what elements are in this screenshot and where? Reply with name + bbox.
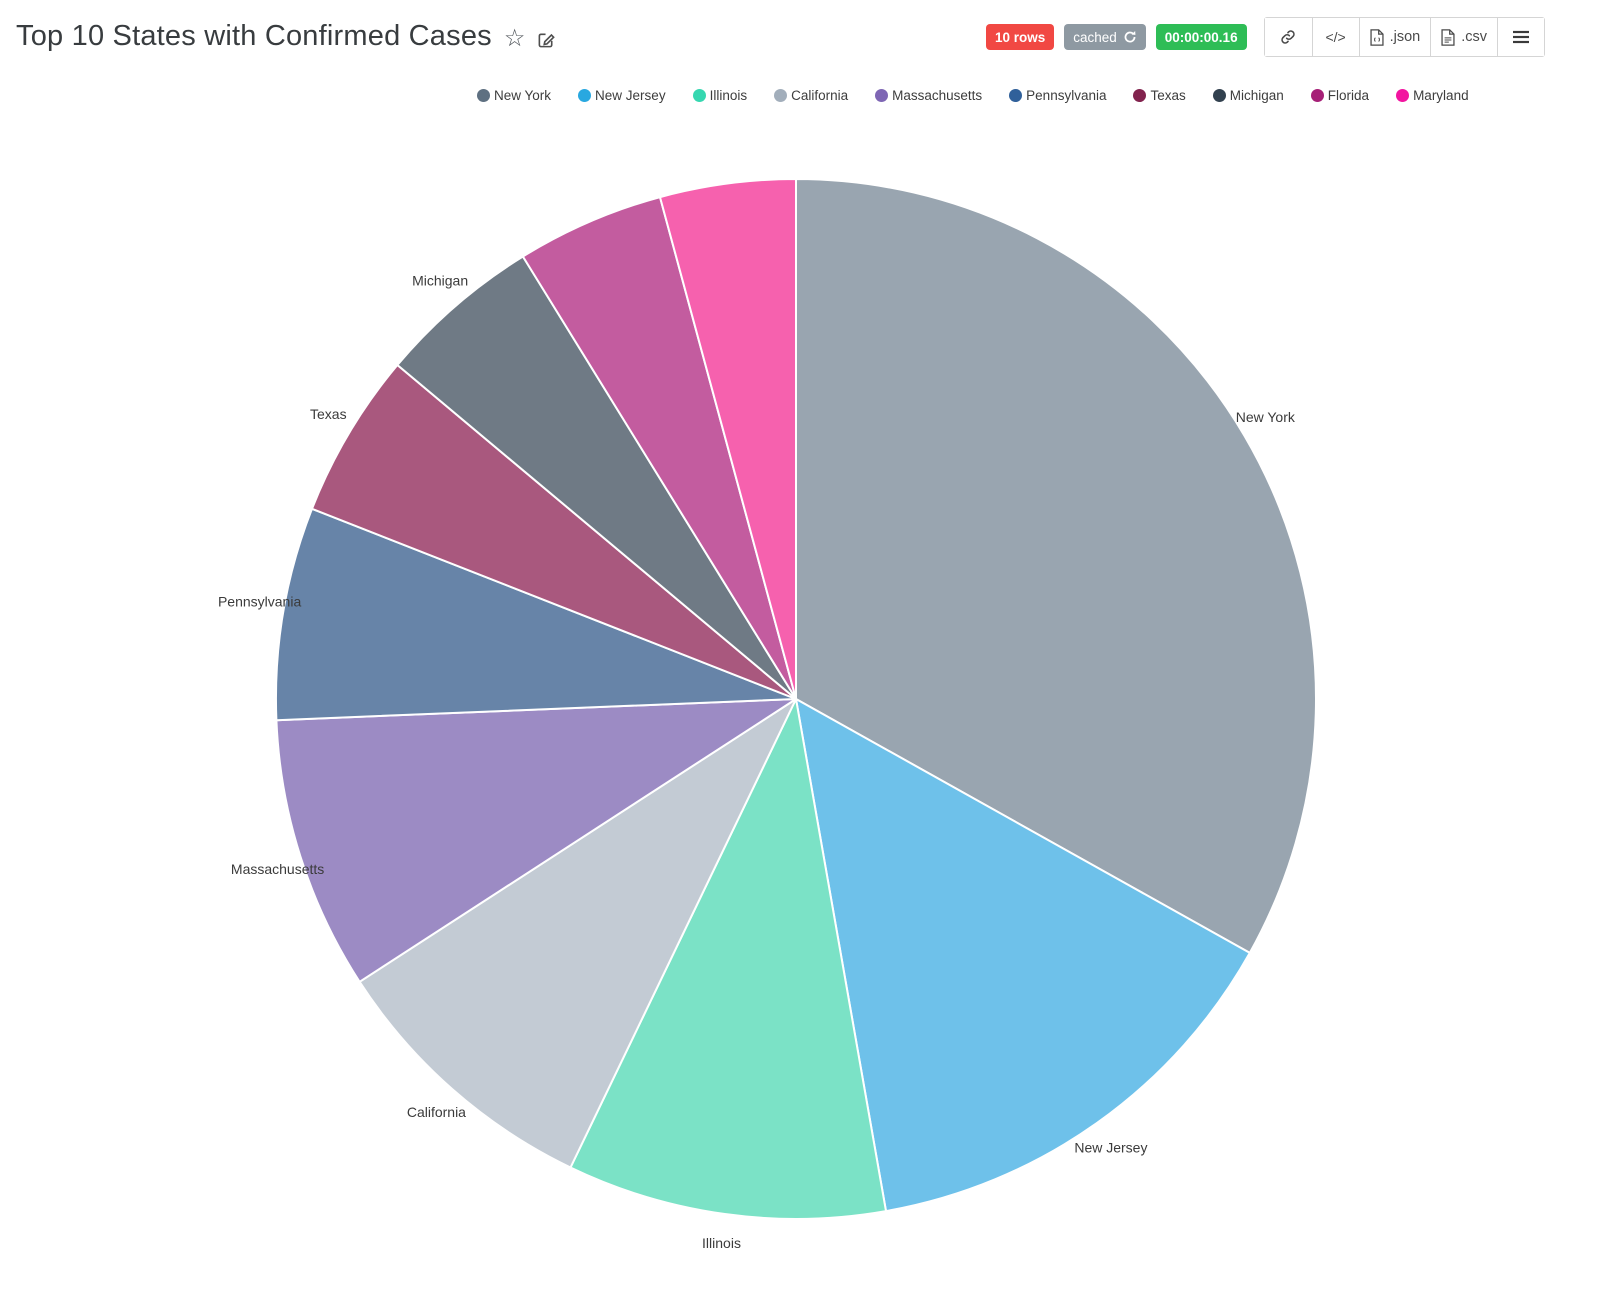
title-row: Top 10 States with Confirmed Cases ☆ (16, 20, 556, 53)
legend-swatch-new-jersey (578, 89, 592, 102)
embed-code-button[interactable]: </> (1311, 18, 1359, 56)
legend-item-maryland[interactable]: Maryland (1396, 88, 1469, 103)
legend-label-new-york: New York (494, 88, 552, 103)
legend-swatch-massachusetts (875, 89, 889, 102)
link-icon (1279, 28, 1297, 46)
code-icon: </> (1325, 29, 1346, 45)
legend-swatch-texas (1133, 89, 1147, 102)
status-badges: 10 rows cached 00:00:00.16 (985, 24, 1247, 50)
legend-item-texas[interactable]: Texas (1133, 88, 1186, 103)
chart-legend: New York New Jersey Illinois California Mass… (477, 88, 1469, 103)
legend-item-massachusetts[interactable]: Massachusetts (875, 88, 982, 103)
page-title: Top 10 States with Confirmed Cases (16, 20, 492, 52)
file-json-icon (1369, 28, 1384, 46)
legend-label-massachusetts: Massachusetts (892, 88, 983, 103)
legend-label-texas: Texas (1150, 88, 1186, 103)
hamburger-icon (1513, 30, 1529, 44)
pie-slice-texas[interactable] (311, 364, 797, 700)
legend-label-pennsylvania: Pennsylvania (1026, 88, 1107, 103)
slice-label-michigan: Michigan (412, 273, 468, 289)
legend-item-pennsylvania[interactable]: Pennsylvania (1009, 88, 1106, 103)
favorite-star-icon[interactable]: ☆ (503, 24, 526, 52)
pie-slice-new-york[interactable] (795, 178, 1317, 954)
legend-label-maryland: Maryland (1413, 88, 1469, 103)
pie-slice-michigan[interactable] (396, 255, 797, 700)
menu-button[interactable] (1497, 18, 1544, 56)
legend-swatch-illinois (692, 89, 706, 102)
legend-swatch-maryland (1396, 89, 1410, 102)
legend-swatch-new-york (477, 89, 490, 102)
query-duration-badge: 00:00:00.16 (1155, 24, 1247, 50)
slice-label-new-jersey: New Jersey (1074, 1140, 1147, 1156)
refresh-icon[interactable] (1123, 30, 1137, 44)
legend-label-illinois: Illinois (709, 88, 748, 103)
legend-label-florida: Florida (1327, 88, 1370, 103)
cache-status-badge[interactable]: cached (1064, 24, 1146, 50)
pie-slice-illinois[interactable] (569, 698, 887, 1220)
legend-item-new-york[interactable]: New York (477, 88, 551, 103)
slice-label-new-york: New York (1236, 409, 1296, 425)
legend-label-michigan: Michigan (1229, 88, 1284, 103)
header: Top 10 States with Confirmed Cases ☆ 10 … (0, 0, 1600, 70)
legend-swatch-michigan (1212, 89, 1226, 102)
pie-slice-pennsylvania[interactable] (274, 507, 797, 722)
share-link-button[interactable] (1264, 18, 1312, 56)
download-json-label: .json (1389, 29, 1421, 45)
row-count-badge: 10 rows (985, 24, 1055, 50)
legend-item-illinois[interactable]: Illinois (692, 88, 748, 103)
download-json-button[interactable]: .json (1358, 18, 1431, 56)
legend-swatch-california (774, 89, 788, 102)
legend-label-california: California (791, 88, 849, 103)
slice-label-illinois: Illinois (702, 1235, 741, 1251)
download-csv-label: .csv (1461, 29, 1487, 45)
slice-label-texas: Texas (310, 406, 347, 422)
legend-item-michigan[interactable]: Michigan (1212, 88, 1284, 103)
legend-item-new-jersey[interactable]: New Jersey (578, 88, 666, 103)
export-toolbar: </> .json (1263, 17, 1545, 57)
legend-item-california[interactable]: California (774, 88, 848, 103)
legend-swatch-pennsylvania (1009, 89, 1023, 102)
download-csv-button[interactable]: .csv (1430, 18, 1497, 56)
cache-status-label: cached (1073, 29, 1117, 45)
edit-pencil-icon[interactable] (537, 30, 556, 49)
pie-slice-massachusetts[interactable] (275, 698, 797, 983)
legend-label-new-jersey: New Jersey (595, 88, 666, 103)
slice-label-massachusetts: Massachusetts (231, 861, 324, 877)
pie-slice-maryland[interactable] (659, 178, 797, 700)
legend-swatch-florida (1310, 89, 1324, 102)
legend-item-florida[interactable]: Florida (1310, 88, 1370, 103)
header-controls: 10 rows cached 00:00:00.16 (985, 17, 1545, 57)
slice-label-pennsylvania: Pennsylvania (218, 594, 301, 610)
slice-label-california: California (407, 1104, 466, 1120)
file-csv-icon (1441, 28, 1455, 46)
pie-slice-california[interactable] (358, 698, 797, 1169)
pie-slice-new-jersey[interactable] (795, 698, 1251, 1213)
